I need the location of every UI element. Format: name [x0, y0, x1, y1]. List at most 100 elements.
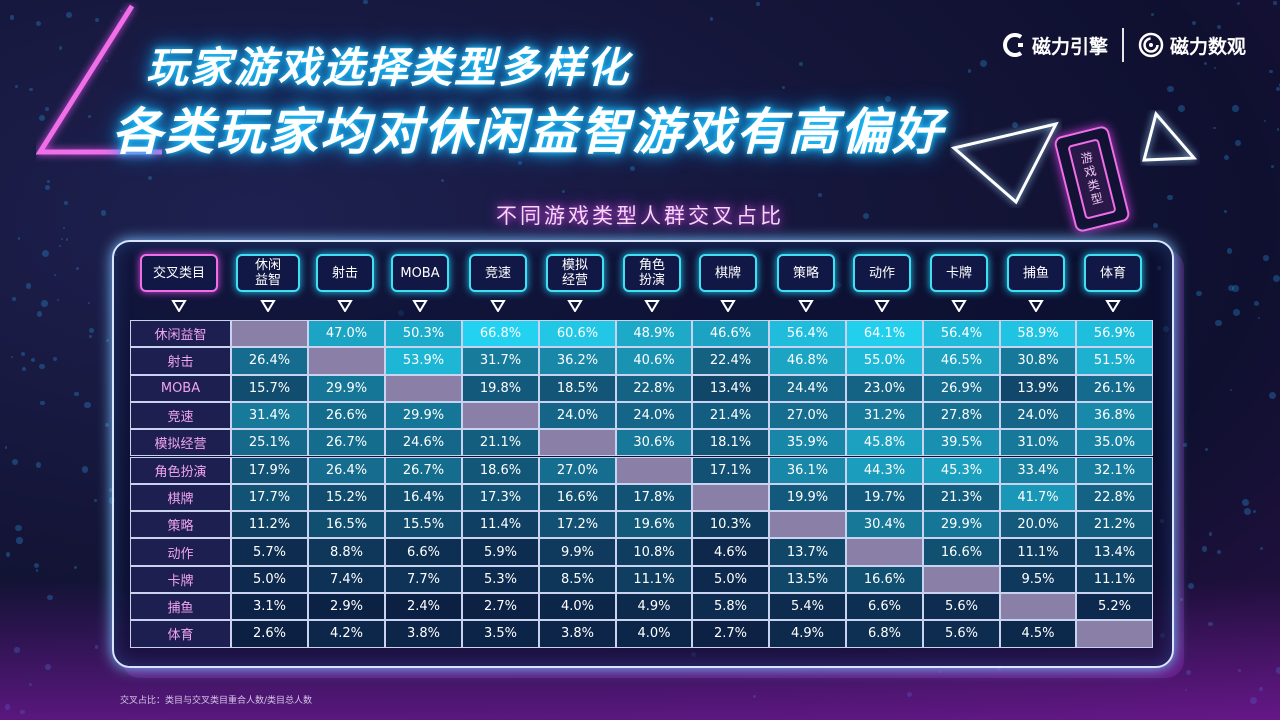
heatmap-cell: 33.4%	[1000, 456, 1076, 484]
heatmap-cell: 11.2%	[231, 511, 308, 539]
heatmap-cell: 17.3%	[462, 483, 539, 512]
row-label: 体育	[130, 620, 231, 648]
heatmap-cell: 4.9%	[769, 620, 846, 648]
background-dot	[40, 400, 46, 406]
heatmap-cell: 55.0%	[846, 347, 923, 375]
heatmap-cell-diagonal	[1076, 620, 1153, 648]
heatmap-cell-diagonal	[308, 347, 385, 375]
heatmap-cell: 46.6%	[692, 320, 769, 348]
heatmap-cell: 35.0%	[1076, 429, 1153, 457]
row-label: 策略	[130, 511, 231, 539]
heatmap-cell: 27.0%	[539, 456, 616, 484]
background-dot	[798, 62, 803, 67]
heatmap-cell: 2.4%	[385, 593, 462, 621]
heatmap-cell: 30.6%	[616, 429, 692, 457]
background-dot	[1213, 67, 1216, 70]
brand-logo-ciliyinqing: 磁力引擎	[1002, 32, 1108, 59]
heatmap-cell: 46.5%	[923, 347, 1000, 375]
brand-logo-label: 磁力引擎	[1031, 35, 1108, 58]
heatmap-cell: 18.1%	[692, 429, 769, 457]
background-dot	[756, 2, 760, 6]
heatmap-cell: 13.5%	[769, 565, 846, 593]
heatmap-cell: 13.9%	[1000, 374, 1076, 402]
background-dot	[34, 562, 40, 568]
heatmap-cell: 15.2%	[308, 483, 385, 512]
heatmap-cell: 53.9%	[385, 347, 462, 375]
heatmap-cell: 21.1%	[462, 429, 539, 457]
heatmap-cell: 19.7%	[846, 483, 923, 512]
heatmap-cell: 17.8%	[616, 483, 692, 512]
background-dot	[1244, 508, 1252, 515]
background-dot	[104, 422, 110, 428]
heatmap-cell: 7.7%	[385, 565, 462, 593]
heatmap-cell: 48.9%	[616, 320, 692, 348]
background-dot	[782, 85, 786, 90]
background-dot	[1232, 105, 1239, 112]
background-dot	[42, 249, 50, 257]
heatmap-cell: 21.3%	[923, 483, 1000, 512]
heatmap-cell: 30.4%	[846, 511, 923, 539]
background-dot	[1276, 127, 1280, 131]
heatmap-cell: 36.2%	[539, 347, 616, 375]
down-triangle-icon	[644, 297, 660, 313]
background-dot	[1202, 546, 1208, 552]
heatmap-cell: 5.4%	[769, 593, 846, 621]
heatmap-cell-diagonal	[462, 401, 539, 430]
heatmap-cell: 2.7%	[462, 593, 539, 621]
down-triangle-icon	[951, 297, 967, 313]
heatmap-cell: 31.0%	[1000, 429, 1076, 457]
background-dot	[9, 15, 15, 20]
background-dot	[1233, 309, 1241, 316]
background-dot	[1227, 284, 1235, 291]
background-dot	[1232, 285, 1239, 292]
background-dot	[36, 311, 42, 317]
heatmap-cell: 22.8%	[1076, 483, 1153, 512]
heatmap-cell: 24.6%	[385, 429, 462, 457]
neon-play-triangle-decoration	[1142, 110, 1198, 162]
brand-logo-label: 磁力数观	[1169, 35, 1246, 58]
background-dot	[1260, 547, 1264, 551]
background-dot	[818, 192, 822, 197]
brand-logos: 磁力引擎 磁力数观	[1002, 28, 1246, 62]
heatmap-cell: 11.1%	[1076, 565, 1153, 593]
heatmap-cell: 3.8%	[385, 620, 462, 648]
background-dot	[20, 351, 25, 356]
heatmap-cell: 18.5%	[539, 374, 616, 402]
heatmap-cell: 10.8%	[616, 538, 692, 566]
background-dot	[4, 446, 8, 449]
background-dot	[1273, 1, 1278, 5]
spiral-logo-icon	[1138, 32, 1164, 58]
heatmap-cell: 29.9%	[308, 374, 385, 402]
background-dot	[30, 357, 36, 363]
heatmap-cell: 5.8%	[692, 593, 769, 621]
heatmap-cell: 2.9%	[308, 593, 385, 621]
background-dot	[1191, 20, 1197, 26]
background-dot	[46, 179, 51, 184]
heatmap-cell: 24.0%	[616, 401, 692, 430]
heatmap-cell: 51.5%	[1076, 347, 1153, 375]
c-bracket-logo-icon	[1003, 33, 1023, 57]
heatmap-cell: 50.3%	[385, 320, 462, 348]
heatmap-cell: 24.4%	[769, 374, 846, 402]
heatmap-cell: 5.2%	[1076, 593, 1153, 621]
heatmap-cell: 9.9%	[539, 538, 616, 566]
heatmap-cell: 19.8%	[462, 374, 539, 402]
heatmap-cell: 8.8%	[308, 538, 385, 566]
background-dot	[22, 367, 27, 372]
column-header: MOBA	[391, 254, 449, 292]
background-dot	[1167, 85, 1174, 93]
heatmap-cell: 16.6%	[923, 538, 1000, 566]
heatmap-cell: 26.7%	[308, 429, 385, 457]
background-dot	[29, 87, 34, 92]
background-dot	[1276, 86, 1280, 92]
row-label: 休闲益智	[130, 320, 231, 348]
heatmap-cell: 4.0%	[539, 593, 616, 621]
heatmap-cell: 27.0%	[769, 401, 846, 430]
heatmap-cell: 44.3%	[846, 456, 923, 484]
column-header: 休闲 益智	[236, 254, 300, 292]
background-dot	[709, 17, 714, 21]
heatmap-cell: 4.0%	[616, 620, 692, 648]
down-triangle-icon	[490, 297, 506, 313]
background-dot	[12, 297, 16, 301]
background-dot	[980, 60, 988, 68]
